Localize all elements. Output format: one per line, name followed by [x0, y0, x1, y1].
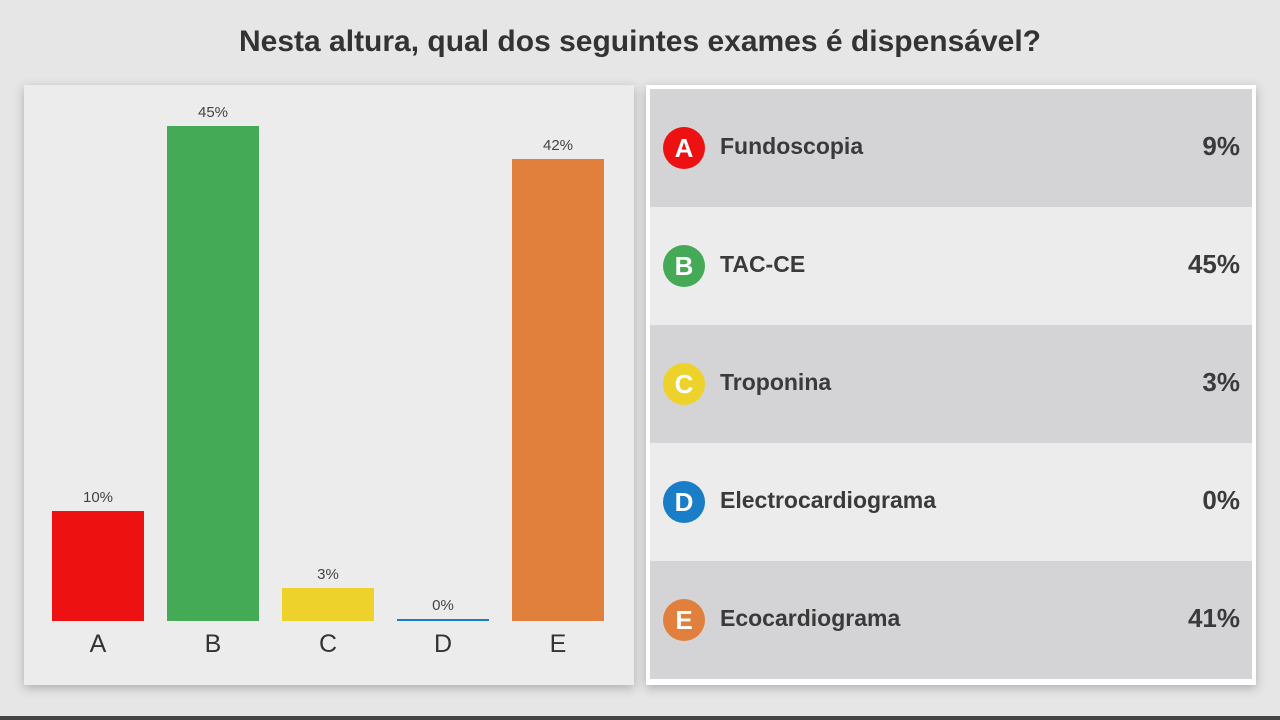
- option-percent: 9%: [1202, 131, 1240, 161]
- category-label: B: [205, 630, 222, 658]
- bar-value-label: 42%: [543, 137, 573, 154]
- bar-chart: 10% A 45% B 3% C 0% D 42% E: [52, 104, 604, 658]
- bar-value-label: 0%: [432, 597, 454, 614]
- bar-value-label: 10%: [83, 489, 113, 506]
- bar-value-label: 45%: [198, 104, 228, 121]
- bar-d: [397, 619, 489, 621]
- option-row-b: B TAC-CE 45%: [650, 207, 1252, 325]
- option-letter-badge: D: [663, 481, 705, 523]
- options-panel: A Fundoscopia 9% B TAC-CE 45% C Troponin…: [646, 85, 1256, 685]
- category-label: A: [90, 630, 107, 658]
- category-label: C: [319, 630, 337, 658]
- bar-value-label: 3%: [317, 566, 339, 583]
- category-label: D: [434, 630, 452, 658]
- option-percent: 45%: [1187, 249, 1240, 279]
- option-text: Ecocardiograma: [720, 605, 901, 631]
- option-percent: 0%: [1202, 485, 1240, 515]
- option-row-a: A Fundoscopia 9%: [650, 89, 1252, 207]
- option-letter-badge: C: [663, 363, 705, 405]
- bar-chart-panel: 10% A 45% B 3% C 0% D 42% E: [24, 85, 634, 685]
- option-percent: 41%: [1187, 603, 1240, 633]
- option-letter-badge: A: [663, 127, 705, 169]
- category-label: E: [550, 630, 567, 658]
- option-row-d: D Electrocardiograma 0%: [650, 443, 1252, 561]
- option-row-c: C Troponina 3%: [650, 325, 1252, 443]
- option-text: Troponina: [720, 369, 832, 395]
- option-letter-badge: B: [663, 245, 705, 287]
- bar-c: [282, 588, 374, 621]
- option-text: Fundoscopia: [720, 133, 864, 159]
- option-percent: 3%: [1202, 367, 1240, 397]
- bar-b: [167, 126, 259, 621]
- option-row-e: E Ecocardiograma 41%: [650, 561, 1252, 679]
- option-letter-badge: E: [663, 599, 705, 641]
- bar-e: [512, 159, 604, 621]
- bar-a: [52, 511, 144, 621]
- option-text: Electrocardiograma: [720, 487, 937, 513]
- bottom-divider: [0, 716, 1280, 720]
- question-title: Nesta altura, qual dos seguintes exames …: [239, 25, 1041, 58]
- option-text: TAC-CE: [720, 251, 806, 277]
